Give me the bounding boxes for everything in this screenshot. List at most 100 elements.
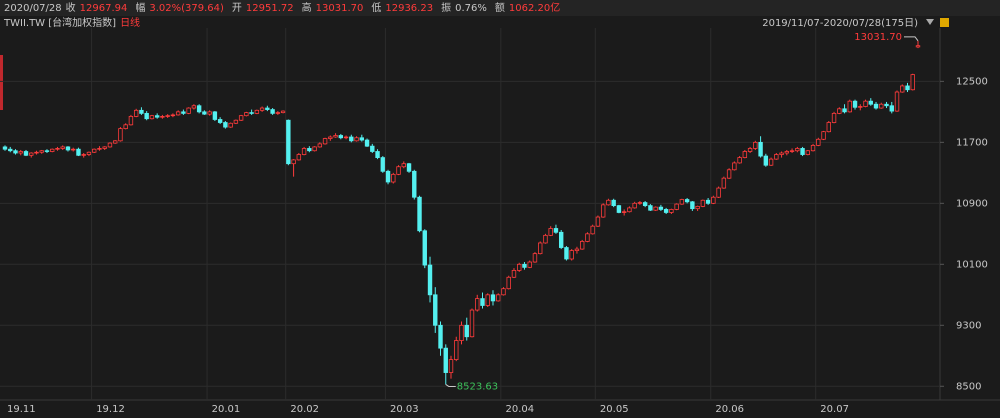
candle-body [249, 112, 254, 114]
candle-body [768, 158, 774, 166]
candle-body [286, 119, 291, 165]
candle-body [333, 135, 338, 138]
candle-body [60, 146, 65, 149]
candle-body [65, 146, 71, 151]
candle-body [128, 116, 134, 126]
candle-body [154, 115, 160, 118]
candle-body [464, 324, 469, 338]
candle-body [642, 202, 648, 207]
candle-body [810, 144, 816, 152]
candle-body [401, 163, 406, 168]
low-pointer [445, 384, 456, 387]
candle-body [44, 150, 50, 152]
field-value: 0.76% [455, 3, 487, 14]
candle-body [753, 141, 758, 149]
candle-body [538, 242, 543, 255]
candle-body [228, 122, 233, 128]
field-value: 12936.23 [385, 3, 433, 14]
candle-body [653, 206, 658, 211]
candle-body [684, 199, 690, 203]
field-label: 开 [232, 3, 242, 14]
candle-body [579, 241, 585, 250]
candle-body [349, 136, 354, 142]
candle-body [354, 137, 359, 142]
candle-body [133, 109, 139, 117]
candle-body [202, 111, 207, 115]
candle-body [558, 231, 564, 248]
field-label: 高 [302, 1, 312, 14]
candle-body [590, 225, 595, 235]
candle-body [795, 148, 800, 152]
candle-body [496, 294, 501, 302]
candle-body [385, 170, 391, 183]
candle-body [669, 209, 674, 213]
candle-body [76, 148, 81, 156]
candle-body [18, 151, 23, 154]
candle-body [700, 199, 706, 207]
candle-body [826, 122, 831, 133]
candle-body [837, 108, 842, 114]
candle-body [732, 162, 737, 171]
candle-body [842, 108, 847, 113]
candle-body [359, 137, 365, 141]
candle-body [181, 111, 186, 114]
field-label: 低 [371, 1, 381, 14]
symbol: TWII.TW [台湾加权指数] [3, 16, 116, 29]
candle-body [858, 106, 863, 108]
candle-body [406, 163, 412, 172]
candle-body [370, 145, 375, 152]
header: 2020/07/28 收 12967.94 幅 3.02%(379.64) 开 12951.… [4, 1, 560, 14]
candle-body [517, 263, 522, 271]
candle-body [868, 100, 873, 105]
candle-body [800, 148, 805, 155]
candle-body [454, 340, 459, 360]
candle-body [86, 151, 92, 155]
x-tick-label: 20.05 [600, 404, 629, 415]
field-value: 12951.72 [246, 3, 294, 14]
candle-body [663, 209, 669, 213]
x-tick-label: 20.07 [820, 404, 849, 415]
candle-body [438, 324, 443, 349]
candle-body [50, 148, 55, 152]
field-label: 振 [441, 1, 451, 14]
candle-body [165, 115, 170, 117]
candle-body [758, 141, 763, 157]
x-tick-label: 20.06 [715, 404, 744, 415]
candle-body [412, 170, 417, 198]
candle-body [364, 139, 370, 147]
x-tick-label: 20.04 [505, 404, 534, 415]
field-label: 收 [66, 1, 76, 14]
y-tick-label: 11700 [956, 137, 988, 148]
field-value: 13031.70 [316, 3, 364, 14]
candle-body [726, 169, 732, 179]
y-tick-label: 12500 [956, 76, 988, 87]
candle-body [506, 276, 511, 290]
candle-body [144, 112, 149, 120]
date-range[interactable]: 2019/11/07-2020/07/28(175日) [762, 18, 918, 29]
candle-body [270, 109, 275, 114]
candle-body [417, 196, 422, 232]
candle-body [118, 128, 123, 142]
candle-body [92, 148, 97, 153]
candle-body [585, 233, 590, 242]
candle-body [705, 199, 711, 204]
range-dropdown[interactable] [926, 19, 934, 25]
y-tick-label: 10100 [956, 259, 988, 270]
candle-body [123, 124, 128, 130]
candle-body [13, 150, 18, 154]
header-bar [0, 0, 1000, 16]
lock-icon[interactable] [940, 18, 949, 27]
candle-body [910, 74, 915, 91]
field-label: 幅 [135, 1, 145, 14]
candle-body [485, 294, 490, 306]
candle-body [338, 135, 344, 139]
x-tick-label: 19.12 [96, 404, 125, 415]
candle-body [296, 154, 302, 161]
candle-body [475, 298, 480, 311]
header-date: 2020/07/28 [4, 3, 62, 14]
candle-body [695, 205, 700, 210]
candle-body [139, 109, 144, 114]
candle-body [553, 228, 559, 233]
candle-body [29, 152, 34, 156]
